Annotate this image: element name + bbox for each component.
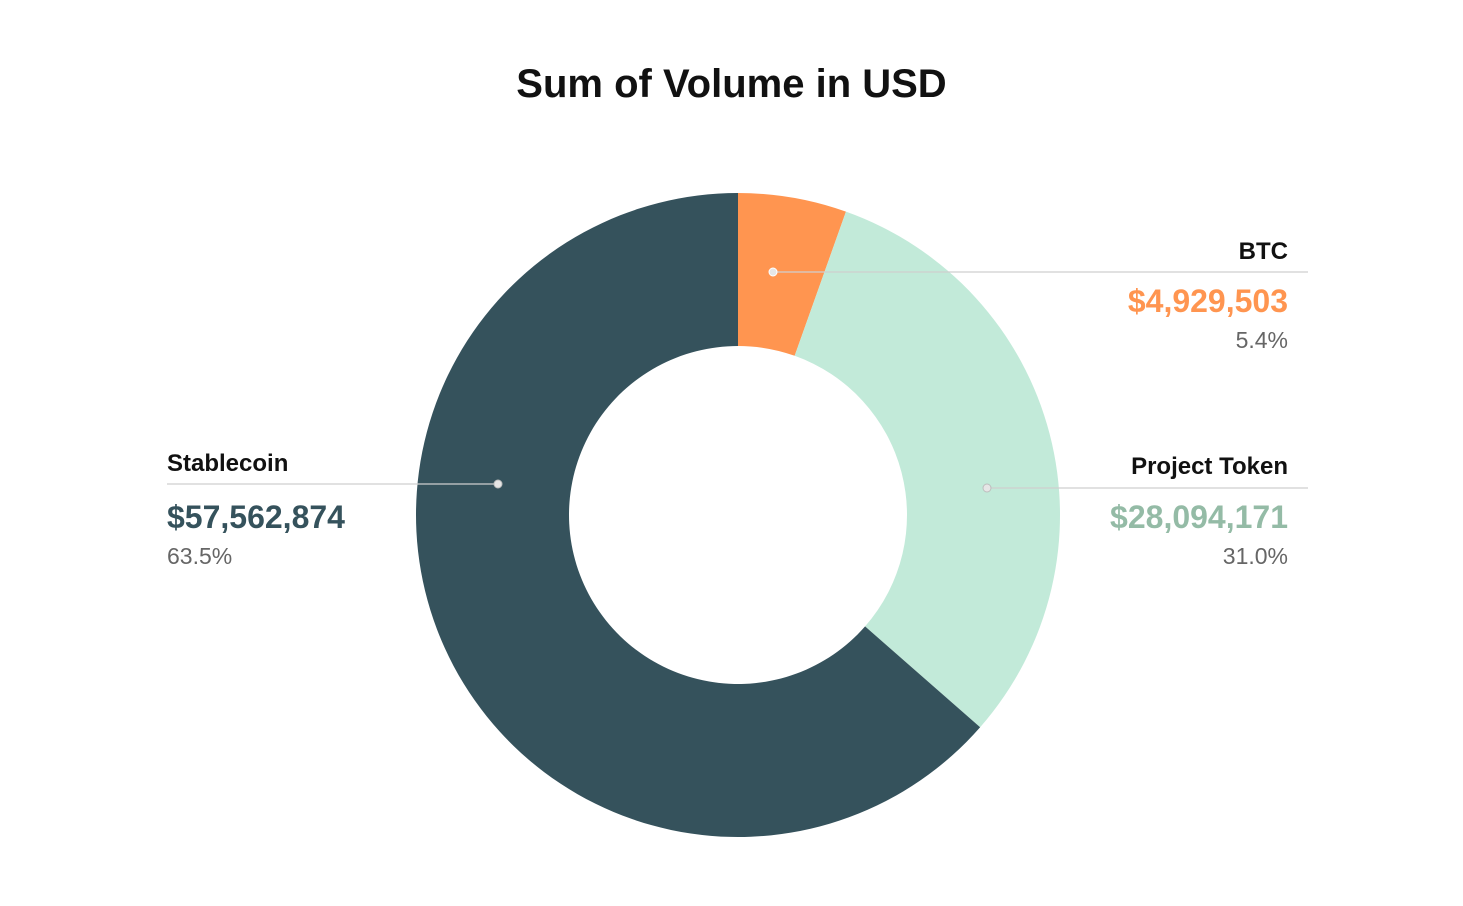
- slice-percent-stablecoin: 63.5%: [167, 543, 232, 569]
- slice-btc: [738, 193, 846, 356]
- leader-dot-project-token: [982, 483, 992, 493]
- slice-name-btc: BTC: [1239, 238, 1288, 265]
- chart-title: Sum of Volume in USD: [516, 62, 947, 106]
- slice-value-project-token: $28,094,171: [1110, 499, 1288, 535]
- slice-name-stablecoin: Stablecoin: [167, 450, 288, 477]
- slice-name-project-token: Project Token: [1131, 453, 1288, 480]
- slice-stablecoin: [416, 193, 981, 837]
- labels-layer: BTC $4,929,503 5.4% Project Token $28,094,17…: [167, 238, 1308, 569]
- leader-dot-stablecoin: [493, 479, 503, 489]
- slice-percent-project-token: 31.0%: [1223, 543, 1288, 569]
- slice-value-stablecoin: $57,562,874: [167, 499, 345, 535]
- slice-value-btc: $4,929,503: [1128, 283, 1288, 319]
- slice-project-token: [794, 211, 1060, 728]
- slices-layer: [416, 193, 1060, 837]
- slice-percent-btc: 5.4%: [1236, 327, 1288, 353]
- leader-dot-btc: [768, 267, 778, 277]
